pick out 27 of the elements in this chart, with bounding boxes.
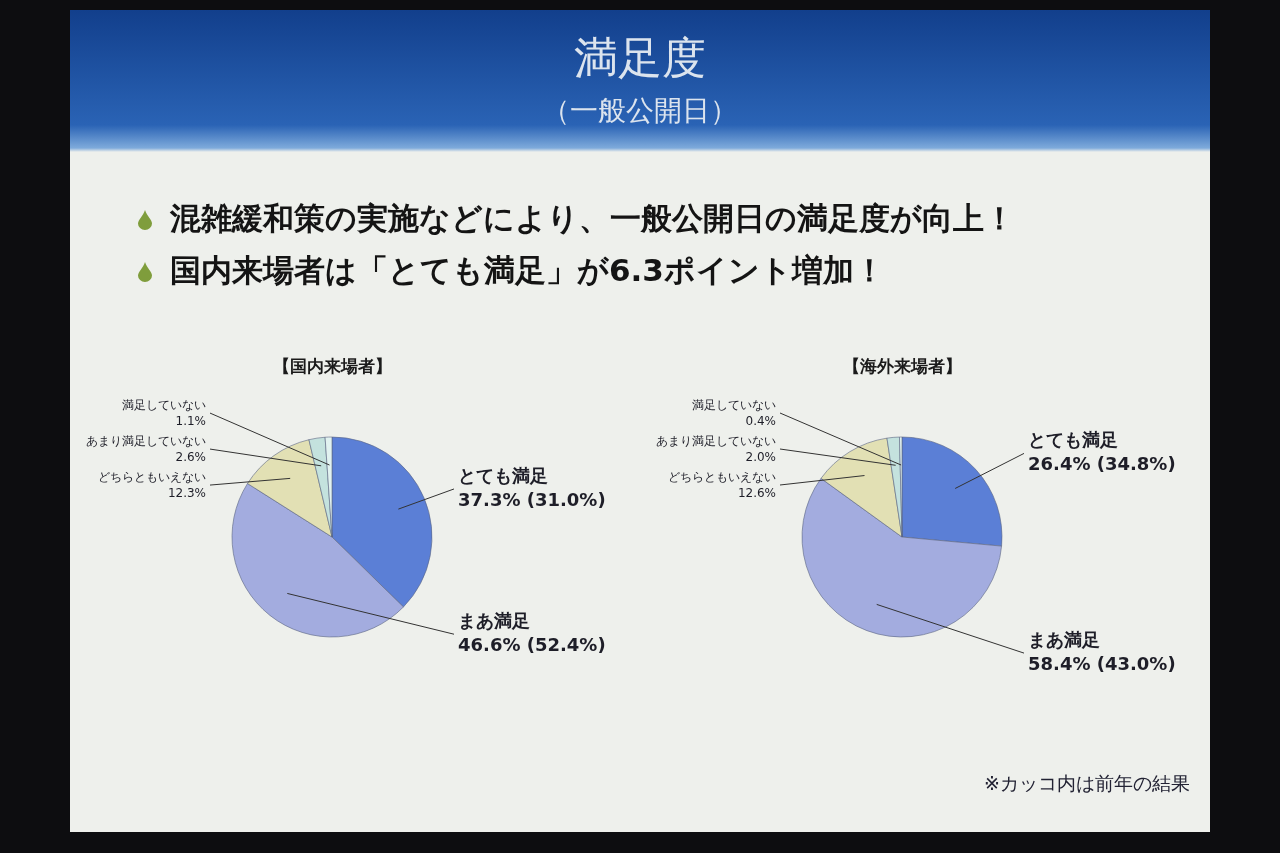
data-label: 12.6% bbox=[737, 486, 776, 501]
slice-label: どちらともいえない bbox=[98, 470, 206, 485]
data-label: 58.4% (43.0%) bbox=[1028, 653, 1176, 675]
text: （一般公開日） bbox=[542, 94, 738, 127]
data-label: 2.6% bbox=[175, 450, 206, 465]
chart-title: 【海外来場者】 bbox=[842, 356, 962, 376]
text: ※カッコ内は前年の結果 bbox=[984, 772, 1190, 794]
text: 満足度 bbox=[574, 32, 706, 83]
slice-label: とても満足 bbox=[1028, 429, 1118, 451]
data-label: 1.1% bbox=[175, 414, 206, 429]
slice-label: 満足していない bbox=[122, 398, 206, 413]
data-label: 37.3% (31.0%) bbox=[458, 488, 606, 510]
data-label: 12.3% bbox=[167, 486, 206, 501]
data-label: 2.0% bbox=[745, 450, 776, 465]
data-label: 46.6% (52.4%) bbox=[458, 634, 606, 656]
data-label: 26.4% (34.8%) bbox=[1028, 453, 1176, 475]
slice-label: 満足していない bbox=[692, 398, 776, 413]
chart-title: 【国内来場者】 bbox=[272, 356, 392, 376]
slice-label: どちらともいえない bbox=[668, 470, 776, 485]
text: 国内来場者は「とても満足」が6.3ポイント増加！ bbox=[170, 252, 885, 288]
slice-label: あまり満足していない bbox=[656, 434, 776, 449]
data-label: 0.4% bbox=[745, 414, 776, 429]
slice-label: まあ満足 bbox=[458, 610, 530, 632]
text: 混雑緩和策の実施などにより、一般公開日の満足度が向上！ bbox=[169, 200, 1015, 236]
slice-label: あまり満足していない bbox=[86, 434, 206, 449]
slice-label: とても満足 bbox=[458, 464, 548, 486]
slice-label: まあ満足 bbox=[1028, 629, 1100, 651]
